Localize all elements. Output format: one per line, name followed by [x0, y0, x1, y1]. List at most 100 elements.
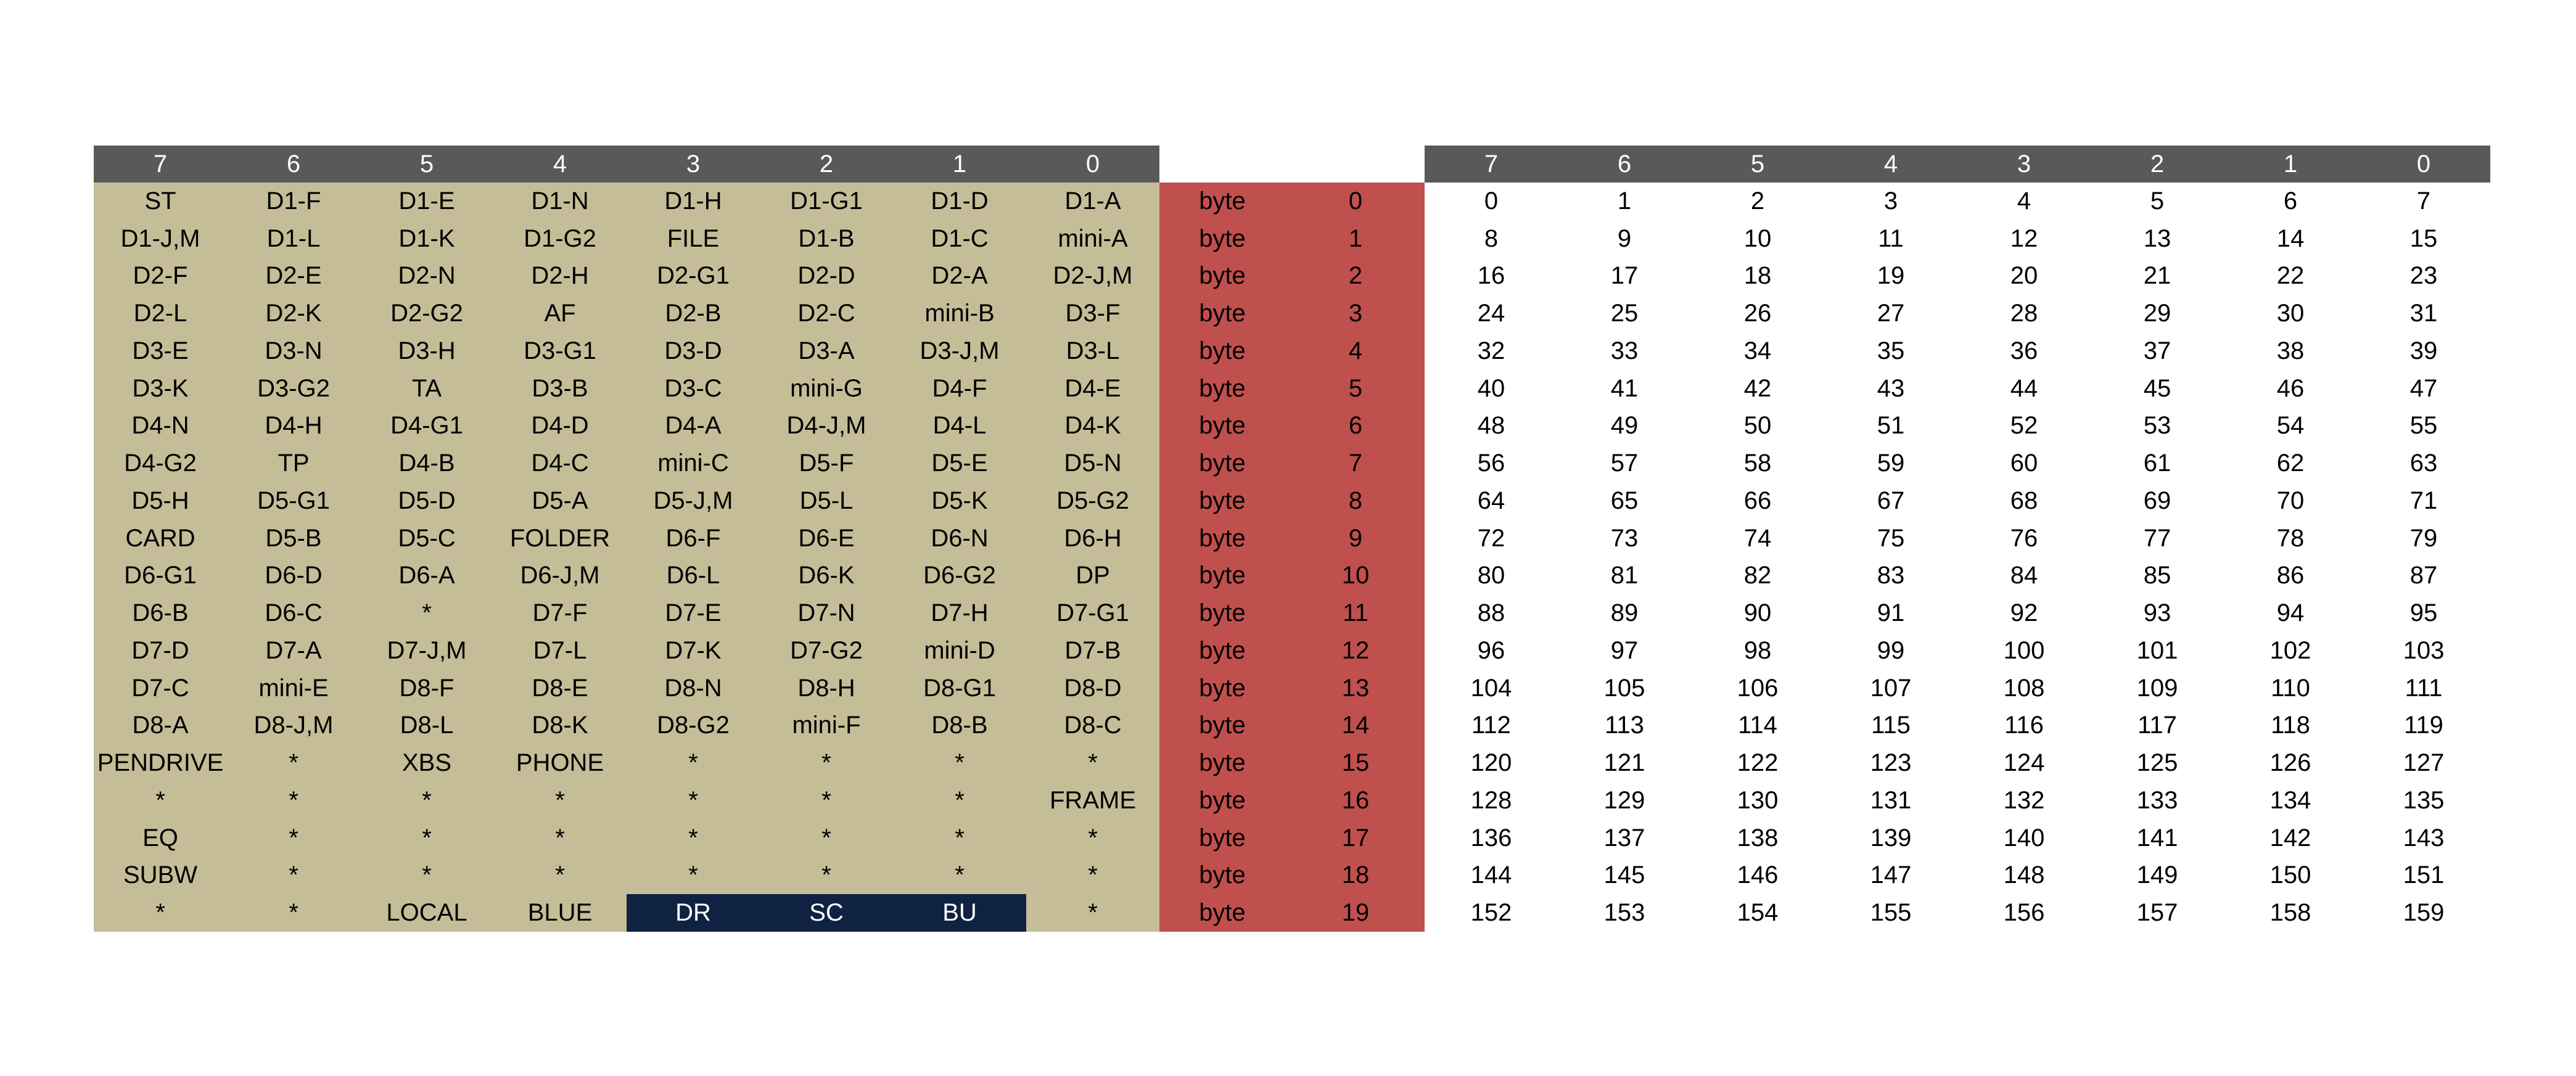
bit-index-cell: 92 — [1957, 594, 2091, 632]
bit-index-cell: 142 — [2224, 819, 2357, 857]
segment-cell: D3-K — [94, 369, 227, 408]
segment-cell: D2-A — [893, 257, 1026, 295]
segment-cell: * — [627, 744, 760, 782]
byte-row: byte 3 — [1159, 295, 1426, 332]
segment-cell: * — [1026, 819, 1159, 857]
bit-header-cell: 5 — [1691, 146, 1824, 183]
bit-index-cell: 44 — [1957, 369, 2091, 408]
byte-label: byte — [1199, 487, 1246, 514]
segment-cell: D4-C — [493, 445, 627, 482]
bit-index-cell: 25 — [1558, 295, 1691, 332]
segment-cell: ST — [94, 183, 227, 220]
segment-cell: D4-G1 — [360, 407, 493, 445]
byte-row: byte 13 — [1159, 669, 1426, 707]
bit-index-cell: 77 — [2091, 519, 2224, 557]
segment-cell: TA — [360, 369, 493, 408]
bit-index-cell: 58 — [1691, 445, 1824, 482]
segment-cell: D3-J,M — [893, 332, 1026, 370]
bit-index-cell: 56 — [1425, 445, 1558, 482]
segment-cell: D1-E — [360, 183, 493, 220]
segment-cell: * — [360, 782, 493, 819]
bit-index-cell: 135 — [2357, 782, 2490, 819]
segment-cell: mini-D — [893, 632, 1026, 670]
byte-row: byte 19 — [1159, 894, 1426, 932]
bit-index-cell: 21 — [2091, 257, 2224, 295]
segment-row: * * LOCAL BLUE DR SC BU * — [94, 894, 1159, 932]
segment-cell: D5-F — [760, 445, 893, 482]
bit-index-cell: 122 — [1691, 744, 1824, 782]
bit-index-cell: 23 — [2357, 257, 2490, 295]
byte-label: byte — [1199, 786, 1246, 814]
bit-index-cell: 94 — [2224, 594, 2357, 632]
byte-number: 12 — [1341, 636, 1370, 664]
byte-label: byte — [1199, 524, 1246, 552]
bit-index-cell: 100 — [1957, 632, 2091, 670]
segment-cell: * — [227, 856, 360, 895]
bit-index-cell: 24 — [1425, 295, 1558, 332]
bit-index-cell: 125 — [2091, 744, 2224, 782]
bit-index-cell: 32 — [1425, 332, 1558, 370]
bit-index-row: 152 153 154 155 156 157 158 159 — [1425, 894, 2490, 932]
segment-cell: D6-D — [227, 557, 360, 595]
byte-number: 19 — [1341, 899, 1370, 927]
bit-index-row: 48 49 50 51 52 53 54 55 — [1425, 407, 2490, 445]
segment-cell: D3-L — [1026, 332, 1159, 370]
segment-cell: D4-L — [893, 407, 1026, 445]
segment-cell: D4-G2 — [94, 445, 227, 482]
bit-index-cell: 67 — [1824, 482, 1957, 520]
bit-index-cell: 41 — [1558, 369, 1691, 408]
bit-index-cell: 69 — [2091, 482, 2224, 520]
bit-index-cell: 99 — [1824, 632, 1957, 670]
bit-index-cell: 11 — [1824, 220, 1957, 258]
bit-index-row: 80 81 82 83 84 85 86 87 — [1425, 557, 2490, 595]
bit-index-cell: 42 — [1691, 369, 1824, 408]
bit-index-cell: 93 — [2091, 594, 2224, 632]
segment-cell: D1-K — [360, 220, 493, 258]
bit-index-cell: 49 — [1558, 407, 1691, 445]
segment-cell: D1-B — [760, 220, 893, 258]
byte-number: 0 — [1348, 187, 1363, 215]
byte-row: byte 18 — [1159, 856, 1426, 895]
bit-index-cell: 103 — [2357, 632, 2490, 670]
bit-index-cell: 89 — [1558, 594, 1691, 632]
bit-index-cell: 134 — [2224, 782, 2357, 819]
bit-index-cell: 76 — [1957, 519, 2091, 557]
segment-row: D2-L D2-K D2-G2 AF D2-B D2-C mini-B D3-F — [94, 295, 1159, 332]
bit-index-cell: 82 — [1691, 557, 1824, 595]
segment-cell: D6-G1 — [94, 557, 227, 595]
segment-cell: D7-K — [627, 632, 760, 670]
segment-cell: D4-A — [627, 407, 760, 445]
bit-index-cell: 27 — [1824, 295, 1957, 332]
segment-cell: D6-C — [227, 594, 360, 632]
bit-index-cell: 8 — [1425, 220, 1558, 258]
byte-label: byte — [1199, 300, 1246, 327]
bit-index-cell: 86 — [2224, 557, 2357, 595]
bit-index-cell: 65 — [1558, 482, 1691, 520]
segment-cell: mini-B — [893, 295, 1026, 332]
segment-row: ST D1-F D1-E D1-N D1-H D1-G1 D1-D D1-A — [94, 183, 1159, 220]
byte-label: byte — [1199, 562, 1246, 589]
bit-index-cell: 124 — [1957, 744, 2091, 782]
segment-cell: D5-L — [760, 482, 893, 520]
byte-label: byte — [1199, 374, 1246, 402]
bit-index-cell: 1 — [1558, 183, 1691, 220]
byte-index-column: byte 0 byte 1 byte 2 byte 3 byte 4 byte 5 byte 6 byte 7… — [1159, 146, 1426, 932]
byte-number: 5 — [1348, 374, 1363, 402]
bit-index-cell: 143 — [2357, 819, 2490, 857]
segment-cell: D1-D — [893, 183, 1026, 220]
bit-header-cell: 7 — [94, 146, 227, 183]
segment-cell: D8-J,M — [227, 707, 360, 745]
bit-index-cell: 80 — [1425, 557, 1558, 595]
segment-cell: D7-N — [760, 594, 893, 632]
segment-cell: * — [360, 594, 493, 632]
bit-index-cell: 2 — [1691, 183, 1824, 220]
segment-cell: D1-G2 — [493, 220, 627, 258]
bit-index-cell: 6 — [2224, 183, 2357, 220]
bit-header-cell: 6 — [227, 146, 360, 183]
bit-index-cell: 59 — [1824, 445, 1957, 482]
bit-index-cell: 78 — [2224, 519, 2357, 557]
segment-cell: * — [360, 819, 493, 857]
segment-cell: mini-E — [227, 669, 360, 707]
bit-index-row: 16 17 18 19 20 21 22 23 — [1425, 257, 2490, 295]
segment-cell: D8-N — [627, 669, 760, 707]
